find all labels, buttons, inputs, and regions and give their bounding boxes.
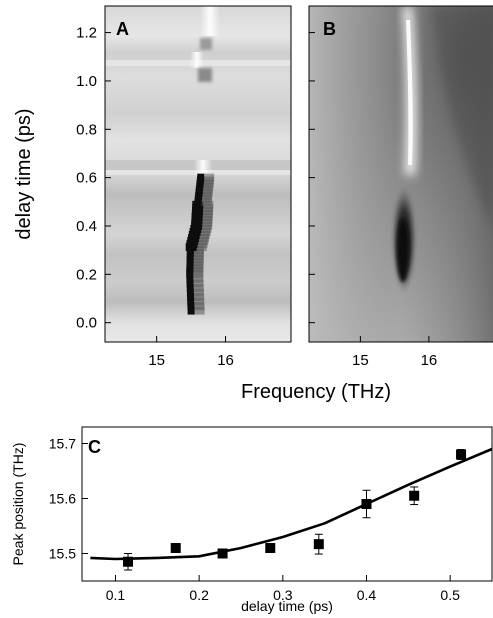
panel-a-dip-cell [186, 283, 194, 292]
panel-c-frame [81, 426, 493, 582]
panel-a-dark-spot [200, 38, 212, 50]
panel-b-label: B [323, 19, 336, 39]
panel-a-x-axis-title: Frequency (THz) [241, 381, 391, 403]
panel-a-y-tick-label: 1.2 [76, 25, 97, 42]
panel-a-y-tick-label: 0.4 [76, 218, 97, 235]
panel-c-x-ticks: 0.1 0.2 0.3 0.4 0.5 [106, 575, 460, 603]
panel-c-y-tick-label: 15.6 [49, 491, 76, 507]
panel-b-y-ticks [309, 32, 315, 324]
panel-a-dip-cell [187, 292, 195, 301]
panel-a-y-axis-title: delay time (ps) [13, 108, 35, 239]
panel-c-x-tick-label: 0.4 [357, 587, 377, 603]
panel-a-dip-cell [186, 279, 194, 288]
panel-c-label: C [88, 437, 101, 457]
panel-b-dark-edge [430, 6, 493, 228]
panel-a-y-tick-label: 0.0 [76, 315, 97, 332]
panel-c-y-ticks: 15.5 15.6 15.7 [49, 436, 88, 562]
panel-a-x-tick-label: 16 [217, 352, 234, 369]
panel-a-y-tick-label: 0.2 [76, 266, 97, 283]
panel-a-y-tick-label: 1.0 [76, 73, 97, 90]
panel-a-dip-shadow [194, 297, 205, 306]
panel-b-bright-ridge-core [406, 20, 413, 165]
panel-c-data-point [170, 543, 181, 553]
panel-a-dip-shadow [194, 292, 205, 301]
panel-c-x-tick-label: 0.1 [106, 587, 126, 603]
panel-a-dip-cell [187, 306, 195, 315]
panel-c-data-point [361, 499, 372, 509]
panel-c-y-tick-label: 15.5 [49, 546, 76, 562]
panel-c-data-point [456, 449, 467, 460]
panel-a-y-ticks: 0.0 0.2 0.4 0.6 0.8 1.0 1.2 [76, 25, 111, 332]
panel-a-dip-trace [185, 173, 215, 315]
panel-a: A 0.00.20.40.60.81.01.2 15 16 [76, 5, 292, 369]
panel-a-dip-shadow [193, 288, 204, 297]
panel-a-dip-cell [187, 297, 195, 306]
panel-c-y-tick-label: 15.7 [49, 436, 76, 452]
panel-a-dip-shadow [193, 283, 204, 292]
panel-c-x-tick-label: 0.2 [189, 587, 209, 603]
panel-c-data-point [217, 548, 228, 559]
panel-a-dip-shadow [193, 279, 204, 288]
panel-c-fit-line [90, 447, 493, 561]
panel-b-x-tick-label: 15 [352, 352, 369, 369]
panel-c-x-axis-title: delay time (ps) [241, 598, 333, 614]
panel-a-white-streak [190, 52, 204, 68]
panel-a-y-tick-label: 0.8 [76, 121, 97, 138]
panel-a-dip-shadow [194, 306, 205, 315]
panel-b-frame [308, 5, 493, 343]
panel-a-y-tick-label: 0.6 [76, 170, 97, 187]
panel-c-x-tick-label: 0.5 [440, 587, 460, 603]
panel-c-data-point [409, 490, 420, 501]
panel-a-x-ticks: 15 16 [148, 336, 234, 369]
panel-b-dark-valley-core [397, 218, 409, 282]
panel-c-points [123, 449, 467, 571]
panel-b: B 15 16 [308, 5, 493, 369]
panel-a-frame [104, 5, 292, 343]
panel-a-dip-shadow [194, 302, 205, 311]
panel-c: C 15.5 15.6 15.7 0.1 0.2 0.3 0.4 0.5 Peak posi… [10, 426, 493, 614]
panel-a-white-streak [194, 160, 212, 176]
panel-a-label: A [116, 19, 129, 39]
panel-a-dip-cell [187, 302, 195, 311]
panel-a-dip-cell [186, 288, 194, 297]
panel-c-fit-line-path [90, 447, 493, 561]
panel-c-data-point [123, 556, 134, 567]
panel-a-dip-cell [186, 274, 194, 283]
panel-b-x-tick-label: 16 [421, 352, 438, 369]
panel-a-white-streak [200, 6, 220, 36]
panel-a-dip-shadow [193, 274, 204, 283]
panel-b-x-ticks: 15 16 [352, 336, 437, 369]
panel-c-data-point [265, 543, 276, 553]
panel-a-dark-spot [198, 68, 212, 82]
panel-a-dip-shadow [204, 173, 215, 182]
panel-a-dip-cell [197, 173, 205, 182]
panel-c-data-point [313, 539, 324, 550]
panel-c-x-tick-label: 0.3 [273, 587, 293, 603]
panel-c-y-axis-title: Peak position (THz) [10, 443, 26, 566]
panel-a-x-tick-label: 15 [148, 352, 165, 369]
